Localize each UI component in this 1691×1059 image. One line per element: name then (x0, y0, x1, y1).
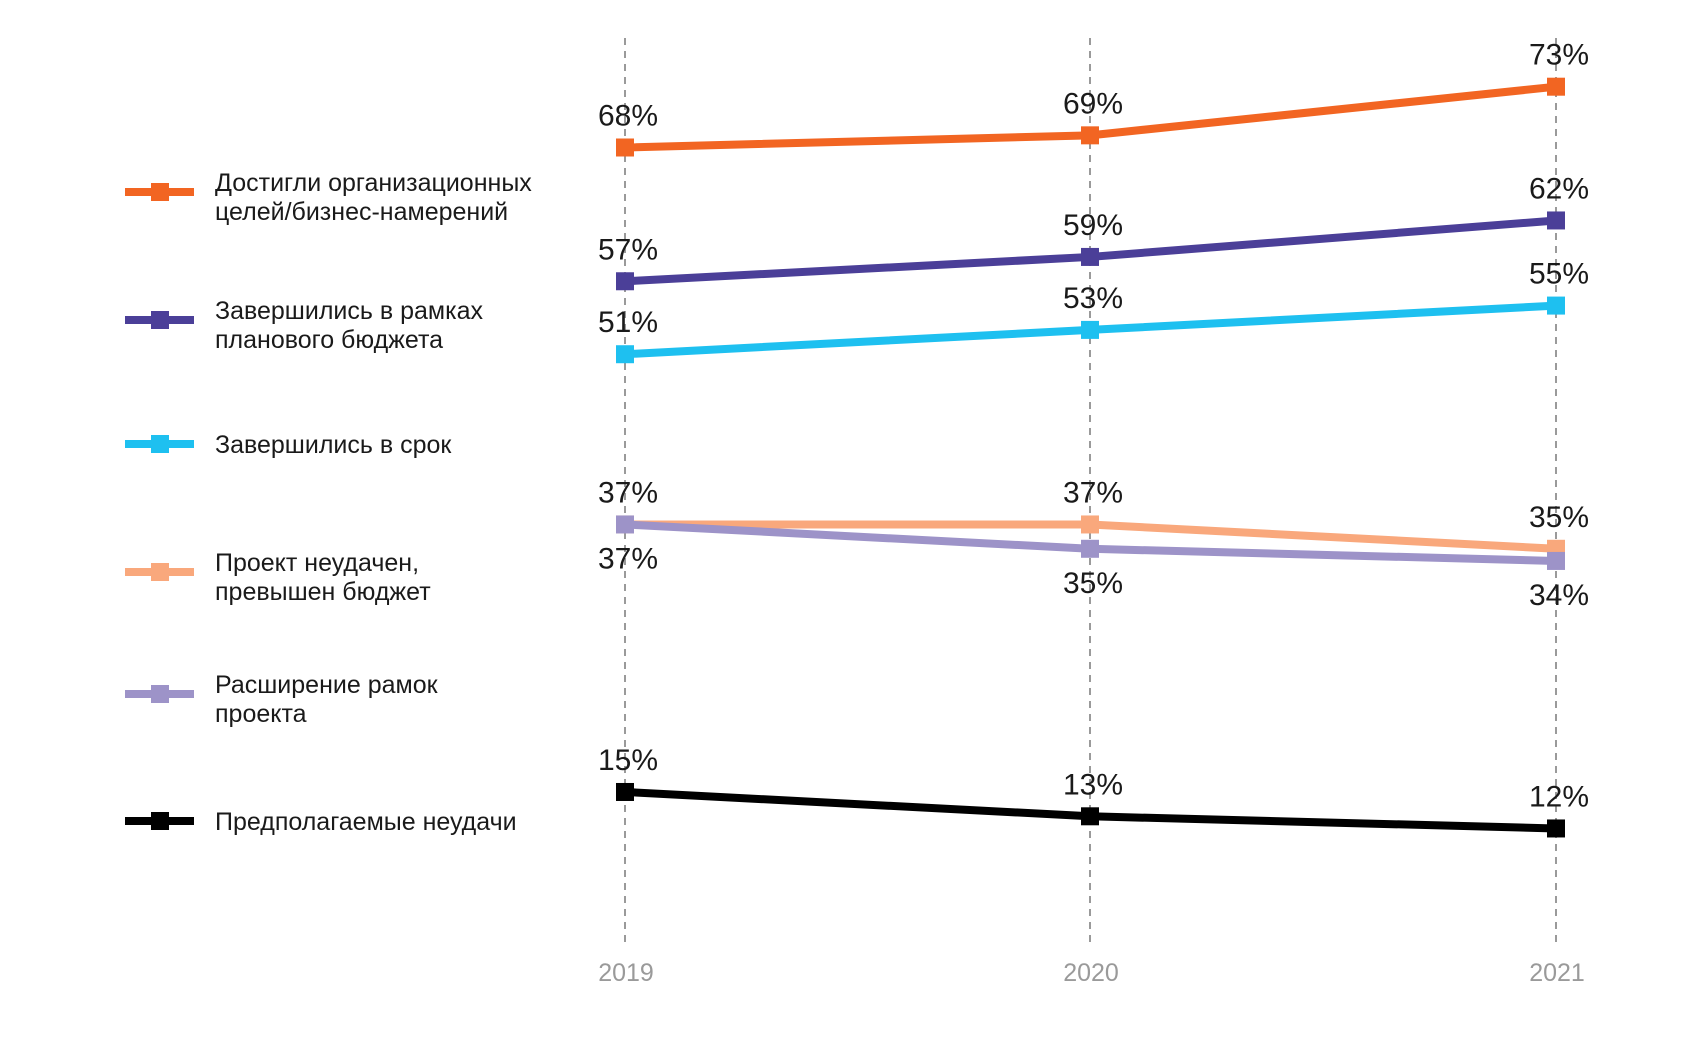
data-point-2019 (616, 515, 634, 534)
legend-label: Завершились в срок (215, 431, 452, 459)
data-label: 55% (1529, 258, 1589, 291)
series-lines (616, 77, 1565, 838)
data-point-2020 (1081, 247, 1099, 266)
data-label: 62% (1529, 172, 1589, 205)
data-point-2019 (616, 782, 634, 801)
series-6 (616, 782, 1565, 838)
legend-marker-icon (151, 563, 169, 581)
series-3 (616, 296, 1565, 364)
data-label: 68% (598, 100, 658, 133)
legend-item: Предполагаемые неудачи (125, 808, 517, 836)
legend-label: Расширение рамок (215, 671, 439, 699)
legend-label: превышен бюджет (215, 578, 431, 606)
data-point-2021 (1547, 551, 1565, 570)
data-label: 59% (1063, 209, 1123, 242)
legend-marker-icon (151, 435, 169, 453)
data-label: 34% (1529, 579, 1589, 612)
legend-label: Достигли организационных (215, 169, 532, 197)
data-label: 37% (1063, 476, 1123, 509)
legend-item: Достигли организационныхцелей/бизнес-нам… (125, 169, 532, 226)
data-point-2019 (616, 138, 634, 157)
legend-label: Проект неудачен, (215, 549, 419, 577)
data-point-2020 (1081, 807, 1099, 826)
data-point-2021 (1547, 77, 1565, 96)
legend-label: проекта (215, 700, 307, 728)
legend-marker-icon (151, 812, 169, 830)
data-label: 57% (598, 233, 658, 266)
data-label: 51% (598, 306, 658, 339)
data-label: 73% (1529, 39, 1589, 72)
legend-marker-icon (151, 685, 169, 703)
data-label: 37% (598, 542, 658, 575)
data-point-2021 (1547, 819, 1565, 838)
series-1 (616, 77, 1565, 157)
legend: Достигли организационныхцелей/бизнес-нам… (125, 169, 532, 836)
legend-marker-icon (151, 183, 169, 201)
series-5 (616, 515, 1565, 570)
x-tick-label: 2019 (598, 959, 654, 987)
legend-label: Предполагаемые неудачи (215, 808, 517, 836)
x-tick-label: 2020 (1063, 959, 1119, 987)
legend-label: планового бюджета (215, 326, 443, 354)
data-label: 53% (1063, 282, 1123, 315)
data-labels: 68% 69% 73% 57% 59% 62% 51% 53% 55% 37% 37% 35% 37% 3… (598, 39, 1589, 814)
x-axis-ticks: 2019 2020 2021 (598, 959, 1585, 987)
data-label: 69% (1063, 87, 1123, 120)
data-point-2020 (1081, 539, 1099, 558)
data-label: 12% (1529, 780, 1589, 813)
legend-label: Завершились в рамках (215, 297, 483, 325)
data-label: 13% (1063, 768, 1123, 801)
data-point-2019 (616, 345, 634, 364)
data-point-2019 (616, 272, 634, 291)
data-point-2021 (1547, 211, 1565, 230)
x-tick-label: 2021 (1529, 959, 1585, 987)
legend-marker-icon (151, 311, 169, 329)
data-point-2020 (1081, 515, 1099, 534)
data-point-2021 (1547, 296, 1565, 315)
data-label: 35% (1529, 501, 1589, 534)
legend-label: целей/бизнес-намерений (215, 198, 508, 226)
data-label: 15% (598, 744, 658, 777)
legend-item: Проект неудачен,превышен бюджет (125, 549, 431, 606)
data-point-2020 (1081, 126, 1099, 145)
data-label: 35% (1063, 567, 1123, 600)
legend-item: Завершились в срок (125, 431, 452, 459)
series-2 (616, 211, 1565, 291)
data-label: 37% (598, 476, 658, 509)
data-point-2020 (1081, 320, 1099, 339)
